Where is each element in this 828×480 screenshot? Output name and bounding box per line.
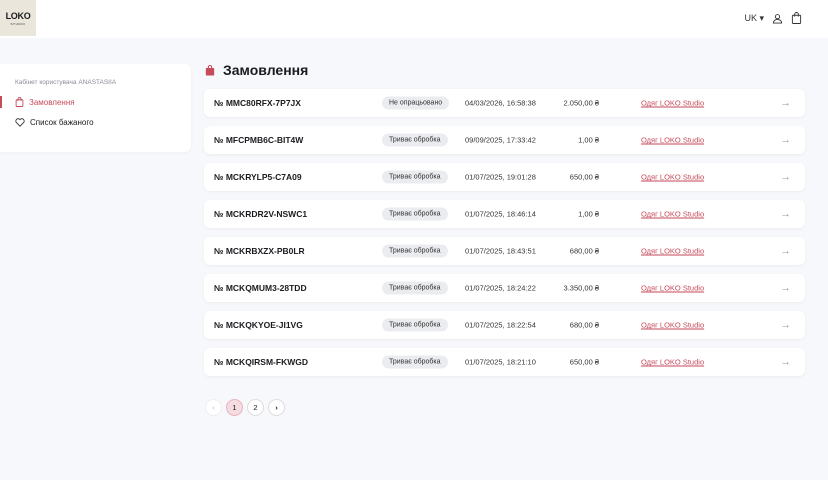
status-badge: Триває обробка [382, 170, 448, 184]
shop-link[interactable]: Одяг LOKO Studio [641, 320, 705, 330]
order-row[interactable]: № MCKQMUM3-28TDD Триває обробка 01/07/20… [204, 274, 805, 302]
logo[interactable]: LOKO STUDIO [0, 0, 36, 36]
shop-link[interactable]: Одяг LOKO Studio [641, 246, 705, 256]
pagination: ‹ 1 2 › [205, 399, 285, 416]
order-date: 04/03/2026, 16:58:38 [465, 98, 536, 108]
sidebar-item-wishlist[interactable]: Список бажаного [15, 118, 94, 127]
order-total: 2.050,00 ₴ [563, 98, 599, 108]
shop-link[interactable]: Одяг LOKO Studio [641, 357, 705, 367]
order-row[interactable]: № MMC80RFX-7P7JX Не опрацьовано 04/03/20… [204, 89, 805, 117]
bag-icon [205, 64, 215, 75]
status-badge: Не опрацьовано [382, 96, 450, 110]
status-badge: Триває обробка [382, 318, 448, 332]
order-date: 01/07/2025, 18:24:22 [465, 283, 536, 293]
order-number: № MCKQIRSM-FKWGD [214, 357, 308, 367]
shop-link[interactable]: Одяг LOKO Studio [641, 172, 705, 182]
order-row[interactable]: № MCKQKYOE-JI1VG Триває обробка 01/07/20… [204, 311, 805, 339]
order-number: № MMC80RFX-7P7JX [214, 98, 301, 108]
user-icon[interactable] [772, 13, 783, 24]
sidebar-caption: Кабінет користувача ANASTASIIA [15, 79, 117, 86]
order-date: 01/07/2025, 19:01:28 [465, 172, 536, 182]
shop-link[interactable]: Одяг LOKO Studio [641, 135, 705, 145]
status-badge: Триває обробка [382, 244, 448, 258]
arrow-right-icon[interactable]: → [780, 208, 791, 220]
order-date: 01/07/2025, 18:43:51 [465, 246, 536, 256]
order-total: 1,00 ₴ [578, 209, 599, 219]
shop-link[interactable]: Одяг LOKO Studio [641, 209, 705, 219]
status-badge: Триває обробка [382, 133, 448, 147]
arrow-right-icon[interactable]: → [780, 282, 791, 294]
cart-icon[interactable] [791, 12, 802, 24]
header: LOKO STUDIO UK ▾ [0, 0, 828, 38]
order-total: 3.350,00 ₴ [563, 283, 599, 293]
order-date: 01/07/2025, 18:46:14 [465, 209, 536, 219]
page-title: Замовлення [205, 62, 308, 78]
arrow-right-icon[interactable]: → [780, 245, 791, 257]
next-page-button[interactable]: › [268, 399, 285, 416]
order-row[interactable]: № MCKRYLP5-C7A09 Триває обробка 01/07/20… [204, 163, 805, 191]
arrow-right-icon[interactable]: → [780, 356, 791, 368]
arrow-right-icon[interactable]: → [780, 319, 791, 331]
order-row[interactable]: № MCKRBXZX-PB0LR Триває обробка 01/07/20… [204, 237, 805, 265]
active-indicator [0, 96, 2, 108]
arrow-right-icon[interactable]: → [780, 171, 791, 183]
shop-link[interactable]: Одяг LOKO Studio [641, 98, 705, 108]
order-date: 01/07/2025, 18:21:10 [465, 357, 536, 367]
order-date: 09/09/2025, 17:33:42 [465, 135, 536, 145]
order-total: 680,00 ₴ [569, 246, 599, 256]
arrow-right-icon[interactable]: → [780, 134, 791, 146]
sidebar: Кабінет користувача ANASTASIIA Замовленн… [0, 64, 191, 152]
status-badge: Триває обробка [382, 207, 448, 221]
order-number: № MCKQMUM3-28TDD [214, 283, 307, 293]
order-row[interactable]: № MFCPMB6C-BIT4W Триває обробка 09/09/20… [204, 126, 805, 154]
order-total: 650,00 ₴ [569, 172, 599, 182]
bag-icon [15, 97, 24, 107]
shop-link[interactable]: Одяг LOKO Studio [641, 283, 705, 293]
language-selector[interactable]: UK ▾ [744, 12, 764, 23]
page-1-button[interactable]: 1 [226, 399, 243, 416]
page-2-button[interactable]: 2 [247, 399, 264, 416]
arrow-right-icon[interactable]: → [780, 97, 791, 109]
order-number: № MCKQKYOE-JI1VG [214, 320, 303, 330]
order-number: № MFCPMB6C-BIT4W [214, 135, 304, 145]
heart-icon [15, 118, 25, 127]
order-number: № MCKRDR2V-NSWC1 [214, 209, 308, 219]
sidebar-item-orders[interactable]: Замовлення [15, 97, 75, 107]
status-badge: Триває обробка [382, 281, 448, 295]
order-date: 01/07/2025, 18:22:54 [465, 320, 536, 330]
order-total: 680,00 ₴ [569, 320, 599, 330]
prev-page-button[interactable]: ‹ [205, 399, 222, 416]
order-total: 650,00 ₴ [569, 357, 599, 367]
order-row[interactable]: № MCKQIRSM-FKWGD Триває обробка 01/07/20… [204, 348, 805, 376]
order-number: № MCKRBXZX-PB0LR [214, 246, 305, 256]
order-number: № MCKRYLP5-C7A09 [214, 172, 302, 182]
status-badge: Триває обробка [382, 355, 448, 369]
order-row[interactable]: № MCKRDR2V-NSWC1 Триває обробка 01/07/20… [204, 200, 805, 228]
order-total: 1,00 ₴ [578, 135, 599, 145]
